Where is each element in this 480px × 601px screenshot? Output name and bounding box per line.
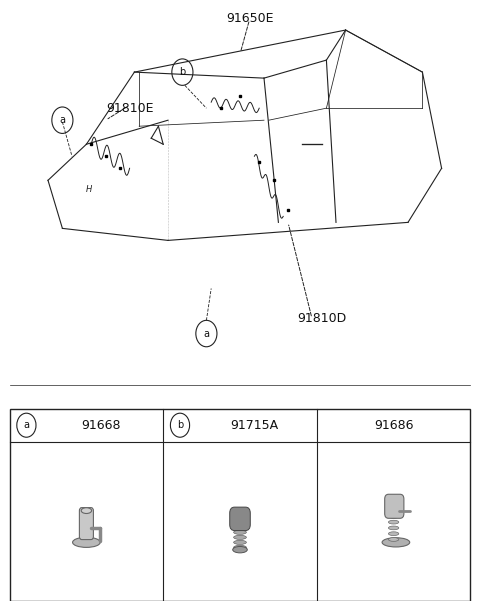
Ellipse shape	[234, 535, 246, 540]
Bar	[10, 409, 470, 601]
Ellipse shape	[388, 514, 399, 518]
Ellipse shape	[382, 538, 410, 547]
Text: 91810E: 91810E	[106, 102, 153, 115]
Ellipse shape	[388, 520, 399, 524]
Text: a: a	[24, 420, 29, 430]
Text: 91650E: 91650E	[226, 11, 273, 25]
Ellipse shape	[388, 532, 399, 535]
Text: H: H	[85, 185, 92, 194]
Ellipse shape	[388, 537, 399, 542]
Ellipse shape	[234, 545, 246, 549]
Text: 91668: 91668	[81, 419, 120, 432]
Ellipse shape	[234, 520, 246, 524]
Text: 91810D: 91810D	[297, 312, 346, 325]
Text: a: a	[204, 329, 209, 338]
Ellipse shape	[388, 526, 399, 530]
Text: a: a	[60, 115, 65, 125]
Ellipse shape	[234, 530, 246, 534]
Ellipse shape	[233, 546, 247, 553]
Text: 91686: 91686	[374, 419, 413, 432]
FancyBboxPatch shape	[230, 507, 250, 531]
Ellipse shape	[72, 537, 100, 548]
FancyBboxPatch shape	[79, 508, 94, 540]
Ellipse shape	[81, 508, 92, 513]
FancyBboxPatch shape	[384, 494, 404, 518]
Text: b: b	[179, 67, 186, 77]
Ellipse shape	[234, 540, 246, 545]
Ellipse shape	[234, 525, 246, 529]
Text: b: b	[177, 420, 183, 430]
Text: 91715A: 91715A	[230, 419, 278, 432]
